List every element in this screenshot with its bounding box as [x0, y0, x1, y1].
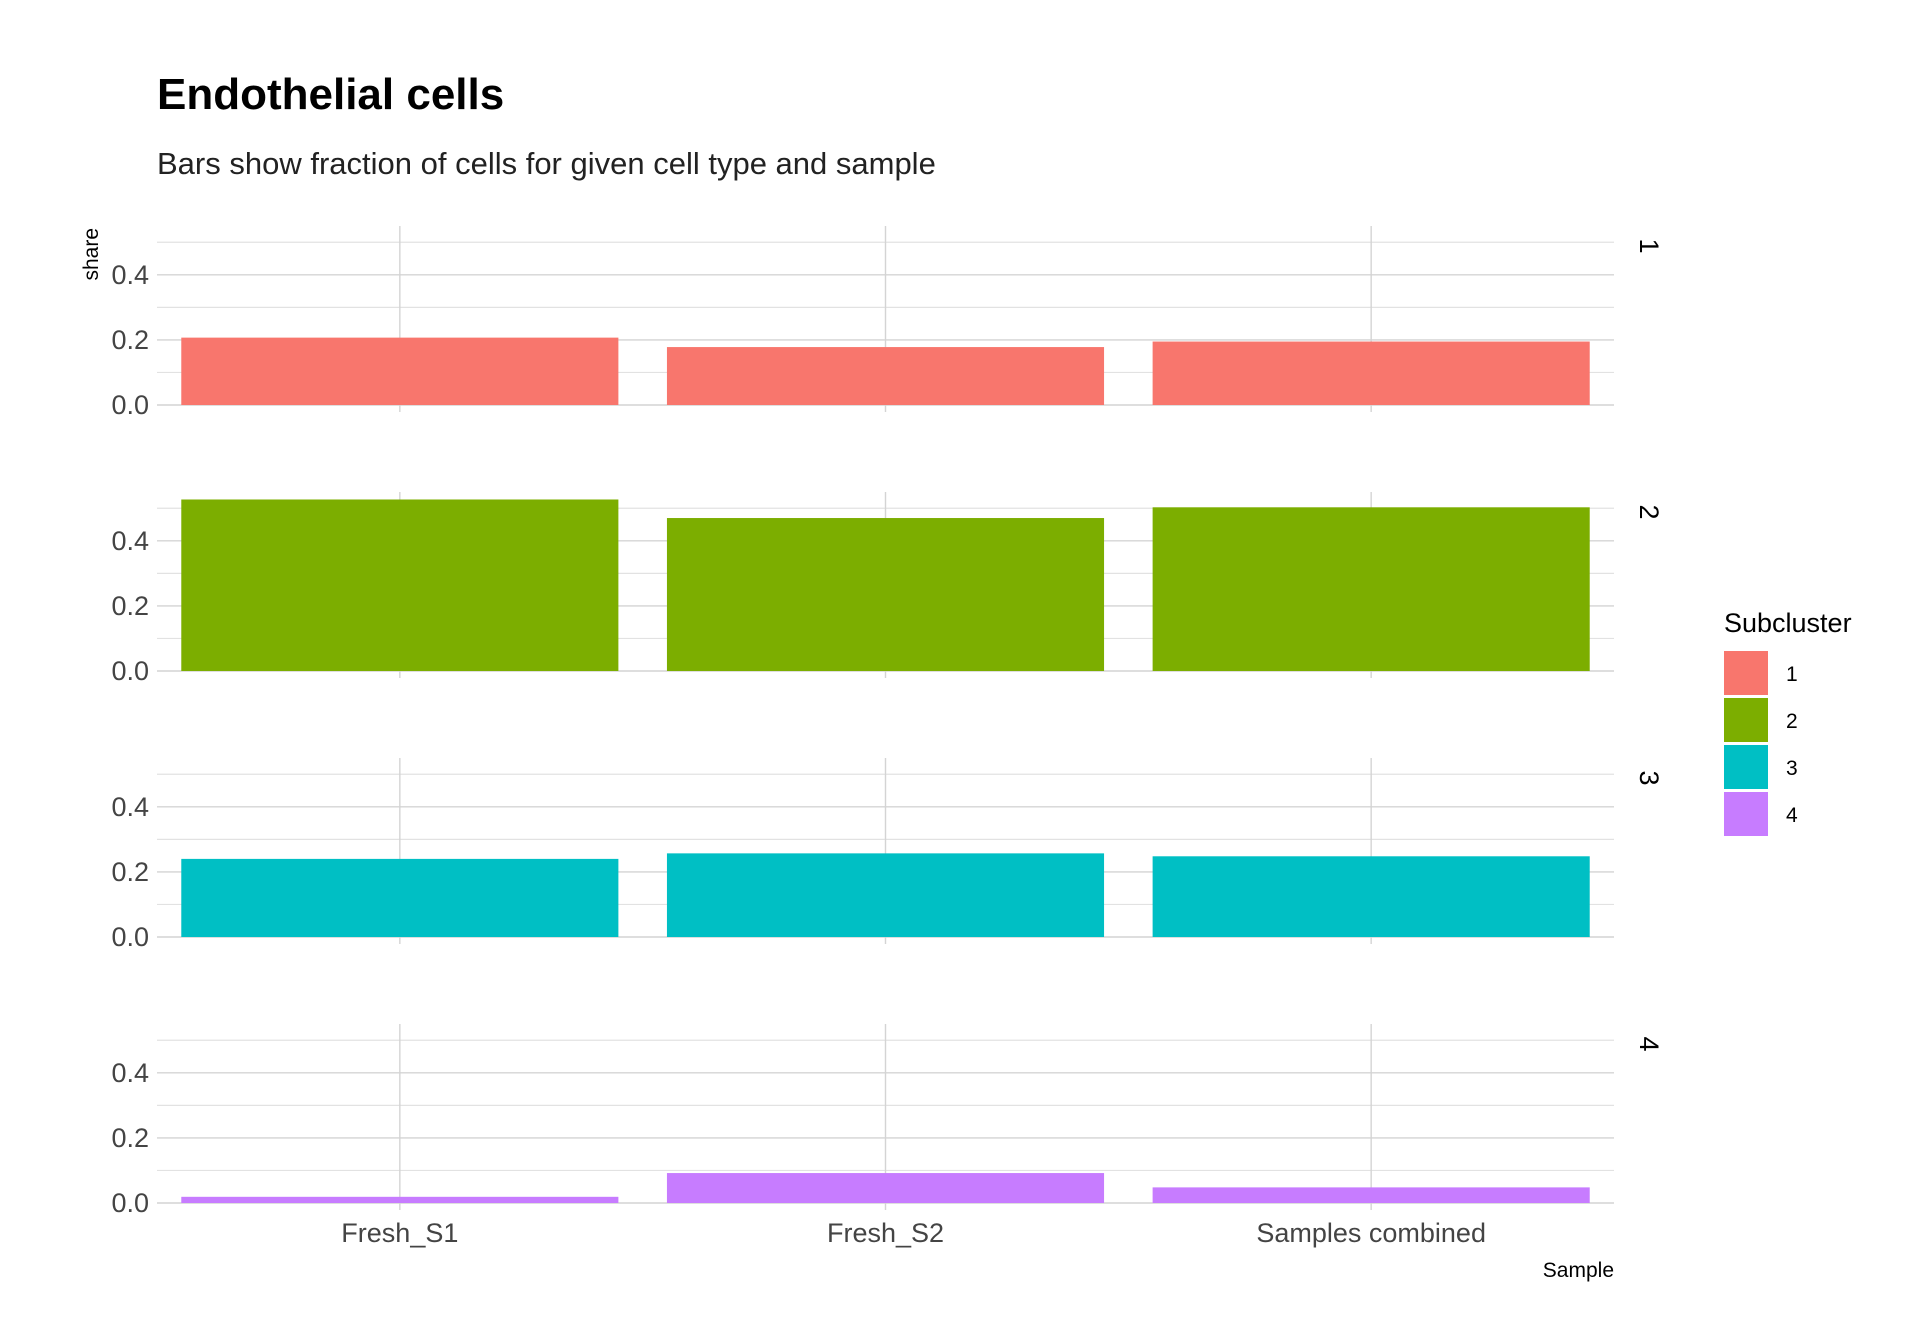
- y-tick-label: 0.2: [111, 591, 149, 621]
- y-tick-label: 0.2: [111, 857, 149, 887]
- bar-subcluster-1-fresh_s2[interactable]: [666, 347, 1105, 405]
- x-tick-label: Fresh_S2: [827, 1218, 944, 1248]
- legend-key-4: [1724, 792, 1768, 836]
- bar-subcluster-2-samples-combined[interactable]: [1152, 507, 1590, 671]
- facet-strip-label: 3: [1634, 770, 1664, 785]
- legend-label: 4: [1786, 804, 1798, 827]
- bar-subcluster-1-fresh_s1[interactable]: [181, 337, 619, 405]
- bar-subcluster-2-fresh_s2[interactable]: [666, 518, 1105, 671]
- x-axis-title: Sample: [1543, 1259, 1614, 1282]
- legend-label: 1: [1786, 663, 1798, 686]
- y-tick-label: 0.2: [111, 325, 149, 355]
- bar-subcluster-4-fresh_s2[interactable]: [666, 1173, 1105, 1203]
- y-tick-label: 0.2: [111, 1123, 149, 1153]
- facet-strip-label: 1: [1634, 238, 1664, 253]
- bar-subcluster-3-fresh_s1[interactable]: [181, 858, 619, 937]
- chart-title: Endothelial cells: [157, 70, 505, 119]
- x-tick-label: Fresh_S1: [341, 1218, 458, 1248]
- facet-strip-label: 4: [1634, 1036, 1664, 1051]
- legend-key-1: [1724, 651, 1768, 695]
- y-tick-label: 0.0: [111, 656, 149, 686]
- bar-subcluster-2-fresh_s1[interactable]: [181, 499, 619, 671]
- bar-subcluster-3-samples-combined[interactable]: [1152, 856, 1590, 937]
- y-tick-label: 0.4: [111, 526, 149, 556]
- y-tick-label: 0.4: [111, 1058, 149, 1088]
- legend-key-2: [1724, 698, 1768, 742]
- legend-title: Subcluster: [1724, 608, 1852, 638]
- bar-subcluster-1-samples-combined[interactable]: [1152, 341, 1590, 405]
- y-tick-label: 0.0: [111, 390, 149, 420]
- bar-subcluster-4-samples-combined[interactable]: [1152, 1187, 1590, 1203]
- y-tick-label: 0.4: [111, 260, 149, 290]
- legend-label: 2: [1786, 710, 1798, 733]
- y-axis-title: share: [80, 228, 103, 281]
- x-tick-label: Samples combined: [1256, 1218, 1486, 1248]
- bar-subcluster-3-fresh_s2[interactable]: [666, 853, 1105, 937]
- legend-label: 3: [1786, 757, 1798, 780]
- y-tick-label: 0.0: [111, 1188, 149, 1218]
- y-tick-label: 0.0: [111, 922, 149, 952]
- legend-key-3: [1724, 745, 1768, 789]
- facet-strip-label: 2: [1634, 504, 1664, 519]
- bar-subcluster-4-fresh_s1[interactable]: [181, 1196, 619, 1203]
- chart-subtitle: Bars show fraction of cells for given ce…: [157, 146, 936, 181]
- y-tick-label: 0.4: [111, 792, 149, 822]
